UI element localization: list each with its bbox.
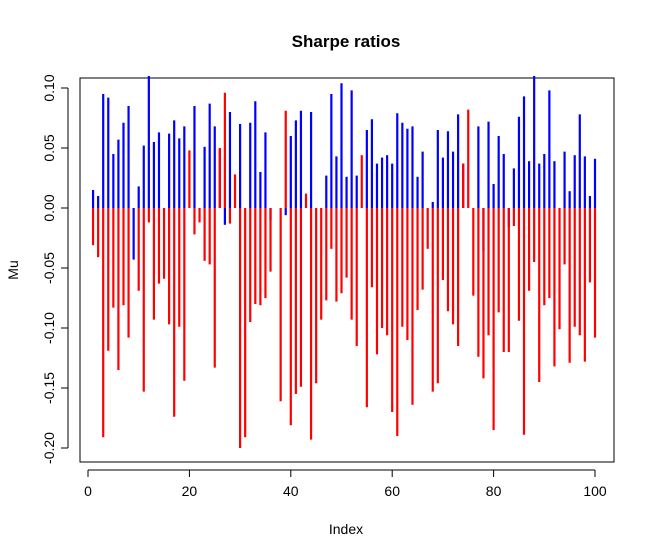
bars-layer (91, 76, 597, 448)
x-tick-label-80: 80 (486, 483, 502, 499)
x-tick-label-40: 40 (283, 483, 299, 499)
y-tick-label--0.05: -0.05 (41, 252, 57, 284)
x-tick-label-0: 0 (84, 483, 92, 499)
plot-area-frame (79, 77, 615, 463)
chart-title: Sharpe ratios (292, 32, 401, 51)
x-axis: 0 20 40 60 80 100 (84, 469, 607, 499)
y-axis-label: Mu (5, 260, 21, 279)
y-tick-label-0.00: 0.00 (41, 194, 57, 221)
x-axis-label: Index (329, 521, 363, 537)
x-tick-label-100: 100 (583, 483, 607, 499)
y-axis: -0.20 -0.15 -0.10 -0.05 0.00 0.05 0.10 (41, 74, 69, 464)
y-tick-label-0.10: 0.10 (41, 74, 57, 101)
y-tick-label--0.10: -0.10 (41, 312, 57, 344)
y-tick-label--0.15: -0.15 (41, 372, 57, 404)
x-tick-label-60: 60 (384, 483, 400, 499)
y-tick-label--0.20: -0.20 (41, 432, 57, 464)
x-tick-label-20: 20 (182, 483, 198, 499)
y-tick-label-0.05: 0.05 (41, 134, 57, 161)
